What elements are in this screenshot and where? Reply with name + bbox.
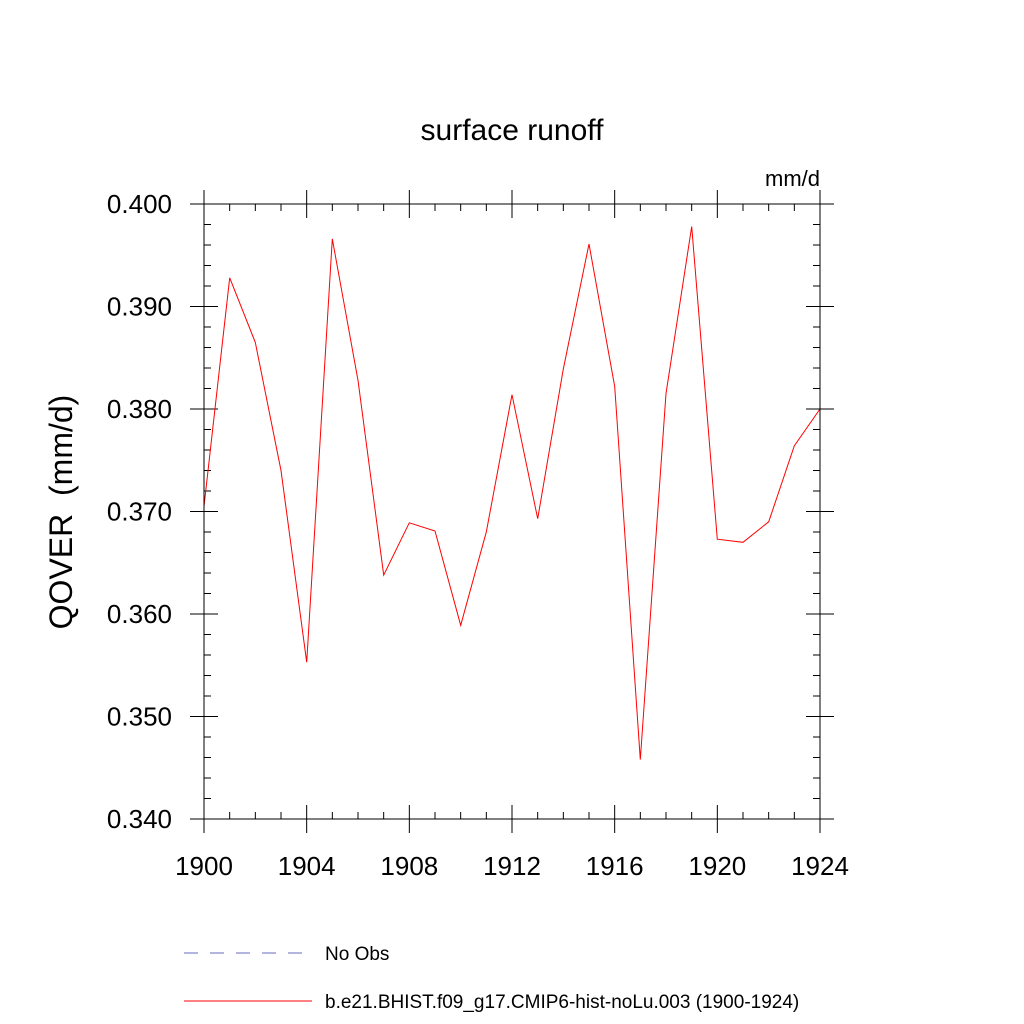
- plot-frame: [203, 203, 821, 820]
- y-tick-label: 0.390: [107, 292, 172, 322]
- legend-label: No Obs: [325, 944, 389, 965]
- y-tick-label: 0.350: [107, 702, 172, 732]
- y-axis-label: QOVER (mm/d): [43, 395, 79, 630]
- x-tick-label: 1920: [688, 851, 746, 881]
- y-tick-label: 0.340: [107, 804, 172, 834]
- y-tick-label: 0.400: [107, 189, 172, 219]
- legend-label: b.e21.BHIST.f09_g17.CMIP6-hist-noLu.003 …: [325, 992, 799, 1013]
- y-tick-label: 0.380: [107, 394, 172, 424]
- x-tick-label: 1912: [483, 851, 541, 881]
- x-tick-label: 1900: [175, 851, 233, 881]
- units-label: mm/d: [765, 166, 820, 191]
- chart-title: surface runoff: [421, 114, 605, 147]
- series-layer: [203, 226, 821, 760]
- y-tick-labels: 0.340 0.350 0.360 0.370 0.380 0.390 0.400: [107, 189, 172, 834]
- legend: No Obs b.e21.BHIST.f09_g17.CMIP6-hist-noL…: [184, 944, 799, 1013]
- series-line: [203, 226, 821, 760]
- x-tick-labels: 1900 1904 1908 1912 1916 1920 1924: [175, 851, 849, 881]
- x-tick-label: 1916: [586, 851, 644, 881]
- x-tick-label: 1924: [791, 851, 849, 881]
- x-tick-label: 1904: [278, 851, 336, 881]
- y-tick-label: 0.360: [107, 599, 172, 629]
- x-tick-label: 1908: [380, 851, 438, 881]
- y-tick-label: 0.370: [107, 497, 172, 527]
